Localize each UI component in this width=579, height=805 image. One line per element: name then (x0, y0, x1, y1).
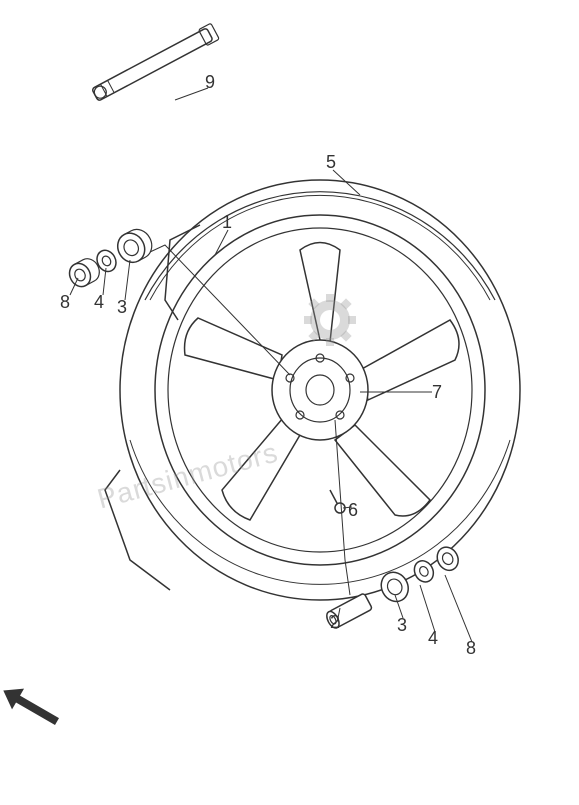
callout-1: 1 (222, 212, 232, 233)
hub-outer (272, 340, 368, 440)
callout-5: 5 (326, 152, 336, 173)
rim-section-cut-bottom (105, 470, 170, 590)
callout-4-right: 4 (428, 628, 438, 649)
callout-8-right: 8 (466, 638, 476, 659)
callout-9: 9 (205, 72, 215, 93)
collar-right (433, 543, 462, 574)
callout-6: 6 (348, 500, 358, 521)
right-hardware-group (321, 541, 463, 636)
callout-4-left: 4 (94, 292, 104, 313)
seal-right (376, 568, 413, 607)
callout-3-left: 3 (117, 297, 127, 318)
direction-arrow (0, 680, 63, 732)
seal-left (113, 225, 157, 267)
diagram-svg: .pl { fill:none; stroke:#333; stroke-wid… (0, 0, 579, 800)
callout-3-right: 3 (397, 615, 407, 636)
parts-diagram: .pl { fill:none; stroke:#333; stroke-wid… (0, 0, 579, 800)
bearing-right (411, 557, 437, 585)
callout-7: 7 (432, 382, 442, 403)
valve-stem (330, 490, 345, 513)
callout-8-left: 8 (60, 292, 70, 313)
callout-2: 2 (330, 612, 340, 633)
left-hardware-group (64, 225, 157, 293)
rim-section-cut-top (165, 225, 200, 320)
bearing-left (93, 247, 119, 275)
